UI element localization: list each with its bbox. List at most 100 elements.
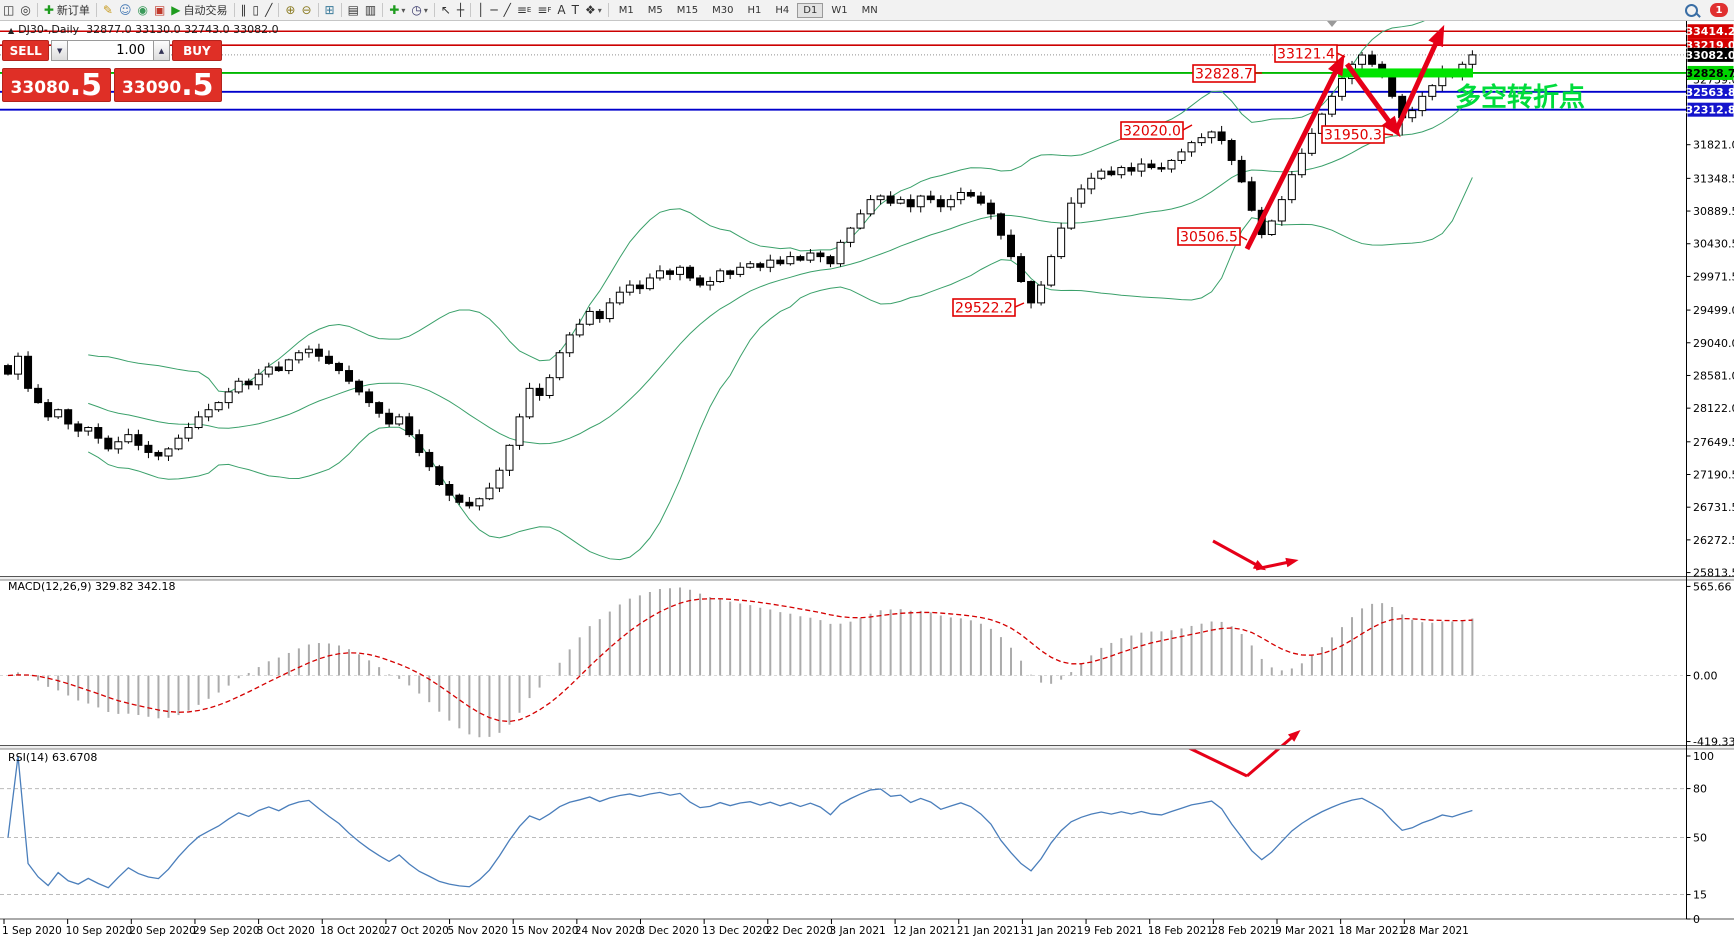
candle-body — [1217, 131, 1226, 142]
channel-icon[interactable]: ≡ E — [514, 1, 535, 19]
price-label-32020.0[interactable]: 32020.0 — [1120, 121, 1193, 140]
new-order-button[interactable]: ✚ 新订单 — [41, 1, 93, 19]
candle-body — [906, 199, 915, 208]
candle-body — [655, 270, 664, 279]
toolbar-separator — [278, 3, 280, 17]
trendline-icon[interactable]: ╱ — [501, 1, 514, 19]
add-indicator-button[interactable]: ✚ ▾ — [386, 1, 408, 19]
buy-price-box[interactable]: 33090.5 — [113, 68, 222, 102]
arrange-charts-icon: ▤ — [347, 3, 359, 17]
support-zone-bar[interactable] — [1338, 68, 1473, 78]
candle-body — [264, 366, 273, 375]
signals-icon[interactable]: ◉ — [134, 1, 150, 19]
cursor-icon[interactable]: ↖ — [438, 1, 454, 19]
add-indicator-button-caret-icon: ▾ — [401, 5, 406, 15]
timeframe-d1[interactable]: D1 — [797, 2, 824, 18]
candle-body — [1287, 174, 1296, 201]
tile-windows-icon[interactable]: ⊞ — [322, 1, 338, 19]
price-label-33121.4[interactable]: 33121.4 — [1274, 44, 1346, 63]
bull-bear-turning-point-note[interactable]: 多空转折点 — [1455, 82, 1585, 113]
label-icon[interactable]: T — [569, 1, 582, 19]
candle-body — [224, 391, 233, 404]
trend-arrow-head[interactable] — [1328, 54, 1345, 77]
vertical-line-icon[interactable]: │ — [474, 1, 487, 19]
shapes-button[interactable]: ❖ ▾ — [582, 1, 605, 19]
zoom-in-icon[interactable]: ⊕ — [282, 1, 298, 19]
bollinger-lower — [87, 177, 1473, 561]
period-menu-button[interactable]: ◷ ▾ — [408, 1, 431, 19]
styler-icon[interactable]: ✎ — [100, 1, 116, 19]
trend-arrow-head[interactable] — [1285, 557, 1299, 568]
notification-badge[interactable]: 1 — [1710, 3, 1728, 17]
date-tick: 31 Jan 2021 — [1020, 925, 1083, 937]
candle-body — [776, 259, 785, 265]
chart-shift-marker[interactable] — [1327, 21, 1337, 27]
price-label-31950.3[interactable]: 31950.3 — [1321, 125, 1394, 144]
price-label-30506.5[interactable]: 30506.5 — [1177, 227, 1248, 246]
search-icon[interactable] — [1685, 3, 1698, 17]
timeframe-m30[interactable]: M30 — [712, 4, 734, 16]
timeframe-mn[interactable]: MN — [861, 4, 878, 16]
candle-body — [856, 213, 865, 229]
sell-price-box[interactable]: 33080.5 — [2, 68, 111, 102]
trend-arrow[interactable] — [1393, 30, 1444, 133]
buy-button[interactable]: BUY — [171, 40, 223, 61]
zoom-out-icon[interactable]: ⊖ — [298, 1, 314, 19]
zoom-in-icon: ⊕ — [285, 3, 296, 17]
chart-window-icon[interactable]: ◫ — [0, 1, 17, 19]
volume-decrease-button[interactable]: ▼ — [51, 40, 68, 61]
fibonacci-icon[interactable]: ≡ F — [534, 1, 554, 19]
price-label-29522.2[interactable]: 29522.2 — [952, 298, 1025, 317]
macd-tick: 0.00 — [1693, 670, 1718, 683]
candle-body — [254, 373, 263, 386]
text-icon[interactable]: A — [554, 1, 568, 19]
volume-increase-button[interactable]: ▲ — [153, 40, 170, 61]
timeframe-m5[interactable]: M5 — [647, 4, 663, 16]
candle-chart-icon[interactable]: ▯ — [250, 1, 263, 19]
price-label-32828.7[interactable]: 32828.7 — [1192, 64, 1262, 83]
autotrading-button[interactable]: ▶ 自动交易 — [168, 1, 230, 19]
candle-body — [365, 391, 374, 404]
date-tick: 18 Mar 2021 — [1339, 925, 1406, 937]
horizontal-line-icon[interactable]: ─ — [487, 1, 500, 19]
timeframe-m1[interactable]: M1 — [618, 4, 634, 16]
arrange-charts-icon[interactable]: ▤ — [345, 1, 362, 19]
timeframe-w1[interactable]: W1 — [831, 4, 848, 16]
volume-input[interactable]: 1.00 — [67, 40, 154, 61]
data-window-icon[interactable]: ◎ — [17, 1, 33, 19]
price-tick: 25813.5 — [1693, 567, 1734, 580]
candle-body — [1247, 181, 1256, 211]
date-tick: 12 Jan 2021 — [893, 925, 956, 937]
price-axis[interactable]: 32739.031821.031348.530889.530430.529971… — [1685, 24, 1734, 926]
candle-body — [214, 402, 223, 411]
trend-arrow[interactable] — [1246, 731, 1298, 778]
toolbar-separator — [233, 3, 235, 17]
candle-body — [144, 444, 153, 453]
shift-end-icon[interactable]: ▥ — [362, 1, 379, 19]
bar-chart-icon[interactable]: ∥ — [238, 1, 250, 19]
candle-body — [355, 380, 364, 393]
trend-arrow-head[interactable] — [1428, 24, 1445, 48]
trend-arrow-head[interactable] — [1381, 115, 1401, 138]
community-icon[interactable]: ☺ — [116, 1, 135, 19]
trend-arrow[interactable] — [1344, 62, 1399, 133]
trend-arrow-head[interactable] — [1287, 729, 1301, 742]
autotrading-button-label: 自动交易 — [183, 4, 228, 17]
candle-body — [1027, 281, 1036, 304]
line-chart-icon[interactable]: ╱ — [262, 1, 275, 19]
candle-body — [425, 451, 434, 468]
trend-arrow[interactable] — [1244, 59, 1344, 251]
trend-arrow[interactable] — [1188, 746, 1248, 778]
timeframe-h1[interactable]: H1 — [747, 4, 762, 16]
market-icon[interactable]: ▣ — [151, 1, 168, 19]
timeframe-h4[interactable]: H4 — [775, 4, 790, 16]
date-tick: 9 Mar 2021 — [1275, 925, 1335, 937]
sell-button[interactable]: SELL — [2, 40, 50, 61]
date-tick: 3 Jan 2021 — [829, 925, 885, 937]
crosshair-icon[interactable]: ┼ — [454, 1, 467, 19]
trend-arrow[interactable] — [1212, 539, 1263, 570]
timeframe-m15[interactable]: M15 — [676, 4, 699, 16]
chart-frame — [0, 20, 1734, 920]
